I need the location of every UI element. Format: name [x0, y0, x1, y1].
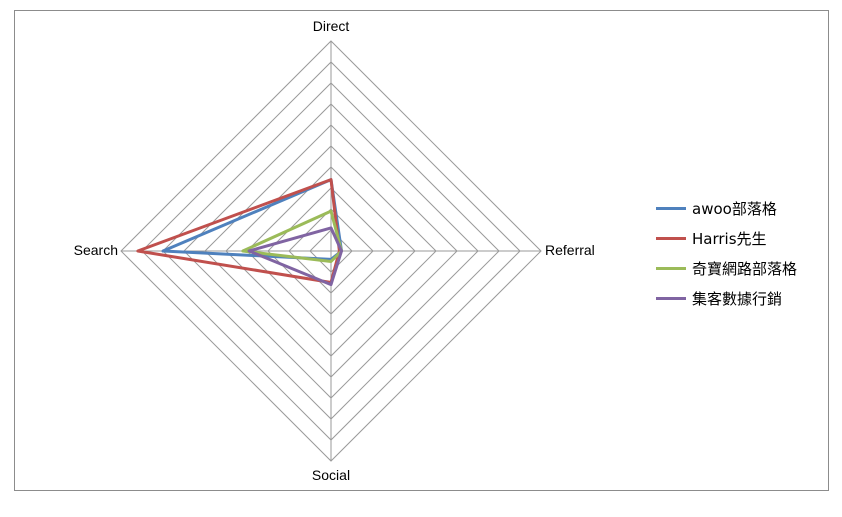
radar-series [136, 178, 343, 287]
legend-label: awoo部落格 [692, 199, 777, 218]
legend-swatch [656, 296, 686, 300]
legend-swatch [656, 236, 686, 240]
legend-swatch [656, 266, 686, 270]
legend-item: Harris先生 [656, 223, 797, 253]
radar-grid [120, 40, 542, 462]
legend: awoo部落格 Harris先生 奇寶網路部落格 集客數據行銷 [656, 193, 797, 313]
legend-item: 奇寶網路部落格 [656, 253, 797, 283]
series-line [247, 226, 343, 287]
axis-label-social: Social [312, 467, 350, 483]
legend-label: 集客數據行銷 [692, 289, 783, 308]
legend-label: Harris先生 [692, 229, 767, 248]
legend-swatch [656, 206, 686, 210]
legend-item: awoo部落格 [656, 193, 797, 223]
axis-label-referral: Referral [545, 242, 595, 258]
axis-label-search: Search [74, 242, 118, 258]
legend-item: 集客數據行銷 [656, 283, 797, 313]
series-line [241, 209, 343, 263]
axis-label-direct: Direct [313, 18, 350, 34]
legend-label: 奇寶網路部落格 [692, 259, 798, 278]
